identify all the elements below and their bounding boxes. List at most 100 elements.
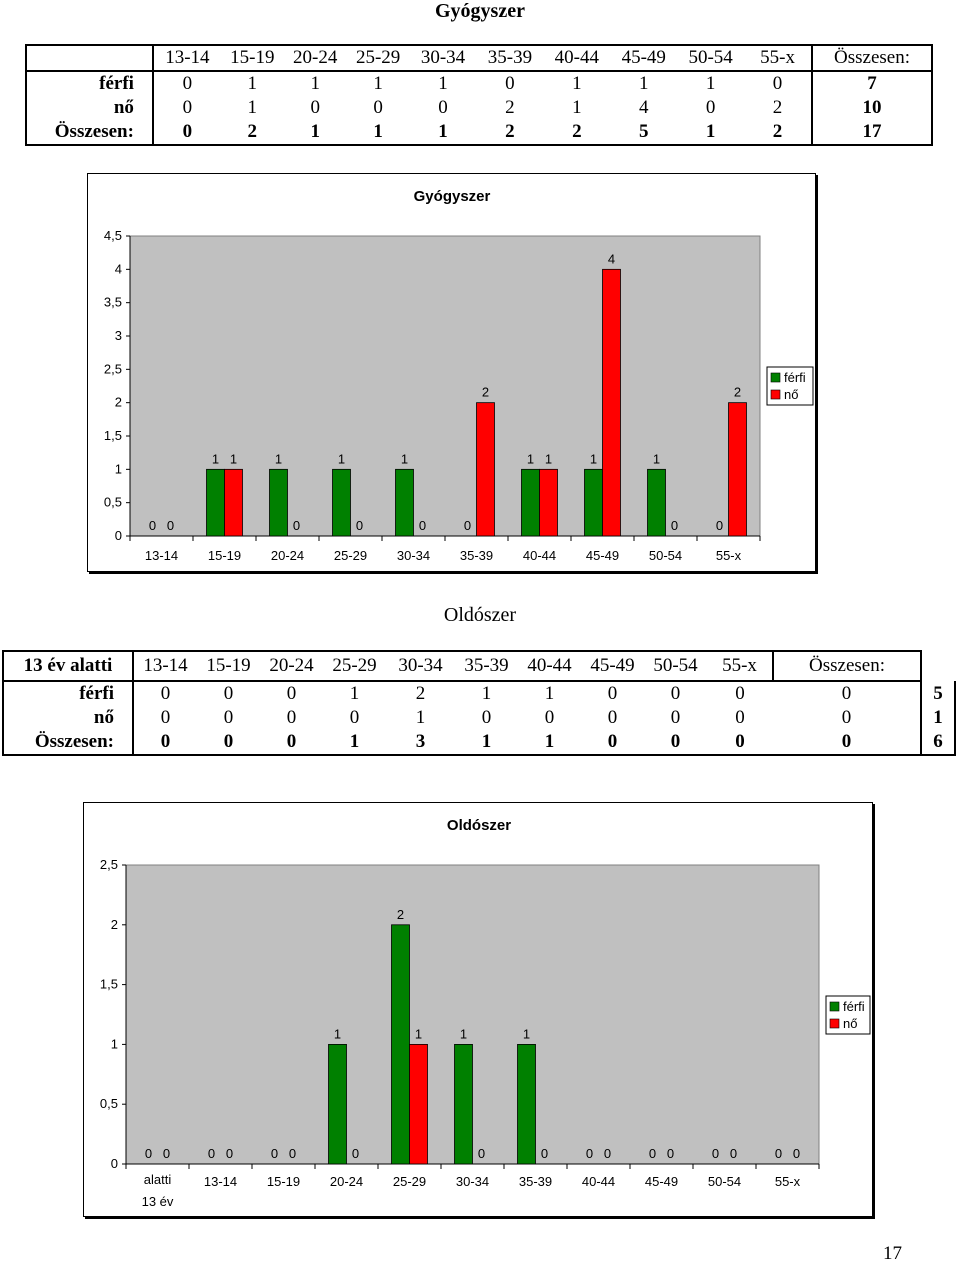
y-tick-label: 0,5 [100, 1096, 118, 1111]
table-cell: 1 [572, 73, 582, 94]
table-cell: 0 [707, 730, 773, 756]
table-header-cell: 15-19 [220, 44, 284, 72]
data-label: 1 [523, 1026, 530, 1041]
table-cell: 0 [286, 707, 297, 728]
section-heading-gyogyszer: Gyógyszer [435, 0, 525, 22]
table-cell: 2 [505, 97, 515, 118]
data-label: 1 [415, 1026, 422, 1041]
data-label: 0 [271, 1146, 278, 1161]
table-cell: 0 [481, 707, 492, 728]
data-label: 0 [586, 1146, 593, 1161]
data-label: 0 [293, 518, 300, 533]
data-label: 0 [604, 1146, 611, 1161]
x-tick-label: 15-19 [267, 1174, 300, 1189]
table-cell: 1 [283, 120, 347, 146]
x-tick-label: 40-44 [523, 548, 556, 563]
table-cell: 0 [438, 97, 448, 118]
table-header-cell: 40-44 [543, 44, 611, 72]
table-cell: 4 [638, 97, 649, 118]
oldoszer-chart: Oldószer 0 0,5 1 1,5 2 2,5 13 év alatti 0 0 13-14 0 0… [83, 802, 873, 1217]
x-tick-label: 50-54 [649, 548, 682, 563]
table-header-cell: 25-29 [346, 44, 410, 72]
y-tick-label: 1 [111, 1036, 118, 1051]
data-label: 1 [212, 451, 219, 466]
table-cell: 0 [223, 707, 234, 728]
table-cell: 0 [670, 683, 681, 704]
table-row: Összesen: 0 0 0 1 3 1 1 0 0 0 0 6 [2, 730, 956, 756]
table-cell: 1 [677, 120, 745, 146]
x-tick-label: 13 év [142, 1194, 174, 1209]
table-cell: 2 [220, 120, 284, 146]
table-cell: 0 [223, 683, 234, 704]
bar-ferfi [332, 468, 351, 537]
table-header-cell: 35-39 [455, 650, 518, 682]
data-label: 1 [338, 451, 345, 466]
table-cell: 0 [260, 730, 323, 756]
x-tick-label: 45-49 [645, 1174, 678, 1189]
row-total: 17 [811, 120, 933, 146]
data-label: 0 [649, 1146, 656, 1161]
x-tick-label: 20-24 [330, 1174, 363, 1189]
x-tick-label: 13-14 [145, 548, 178, 563]
table-cell: 0 [310, 97, 320, 118]
chart-title: Gyógyszer [414, 188, 491, 205]
table-row: Összesen: 0 2 1 1 1 2 2 5 1 2 17 [25, 120, 933, 146]
bar-no [476, 402, 495, 537]
data-label: 0 [149, 518, 156, 533]
data-label: 0 [226, 1146, 233, 1161]
table-header-cell: Összesen: [772, 650, 922, 682]
table-corner-cell: 13 év alatti [2, 650, 134, 682]
data-label: 1 [527, 451, 534, 466]
table-cell: 0 [841, 707, 852, 728]
table-cell: 0 [581, 730, 644, 756]
bar-no [224, 468, 243, 537]
y-tick-label: 2,5 [104, 361, 122, 376]
data-label: 0 [541, 1146, 548, 1161]
data-label: 1 [230, 451, 237, 466]
x-tick-label: 45-49 [586, 548, 619, 563]
legend-label: nő [784, 387, 798, 402]
bar-ferfi [206, 468, 225, 537]
data-label: 0 [730, 1146, 737, 1161]
bar-ferfi [584, 468, 603, 537]
data-label: 1 [460, 1026, 467, 1041]
bar-no [728, 402, 747, 537]
y-tick-label: 2 [115, 395, 122, 410]
table-row: férfi 0 0 0 1 2 1 1 0 0 0 0 5 [2, 681, 956, 706]
legend-swatch-ferfi [770, 372, 781, 383]
table-row: férfi 0 1 1 1 1 0 1 1 1 0 7 [25, 71, 933, 96]
table-header-cell: 13-14 [152, 44, 221, 72]
legend-swatch-no [770, 389, 781, 400]
bar-ferfi [517, 1043, 536, 1165]
table-cell: 0 [160, 683, 171, 704]
chart-title: Oldószer [447, 817, 511, 834]
table-cell: 2 [772, 97, 783, 118]
bar-ferfi [391, 924, 410, 1165]
data-label: 1 [545, 451, 552, 466]
table-header-cell: 35-39 [476, 44, 544, 72]
x-tick-label: 15-19 [208, 548, 241, 563]
table-header-cell: 40-44 [518, 650, 581, 682]
data-label: 1 [590, 451, 597, 466]
page-number: 17 [883, 1243, 902, 1264]
table-cell: 0 [197, 730, 260, 756]
table-cell: 0 [644, 730, 707, 756]
table-cell: 1 [705, 73, 716, 94]
table-cell: 0 [152, 120, 221, 146]
table-cell: 0 [705, 97, 716, 118]
table-cell: 0 [373, 97, 383, 118]
data-label: 0 [671, 518, 678, 533]
bar-ferfi [454, 1043, 473, 1165]
table-cell: 0 [505, 73, 515, 94]
row-label: Összesen: [25, 120, 154, 146]
data-label: 1 [653, 451, 660, 466]
x-tick-label: 20-24 [271, 548, 304, 563]
table-cell: 1 [438, 73, 448, 94]
y-tick-label: 1,5 [100, 977, 118, 992]
data-label: 0 [163, 1146, 170, 1161]
data-label: 1 [275, 451, 282, 466]
bar-ferfi [647, 468, 666, 537]
table-cell: 0 [182, 97, 193, 118]
